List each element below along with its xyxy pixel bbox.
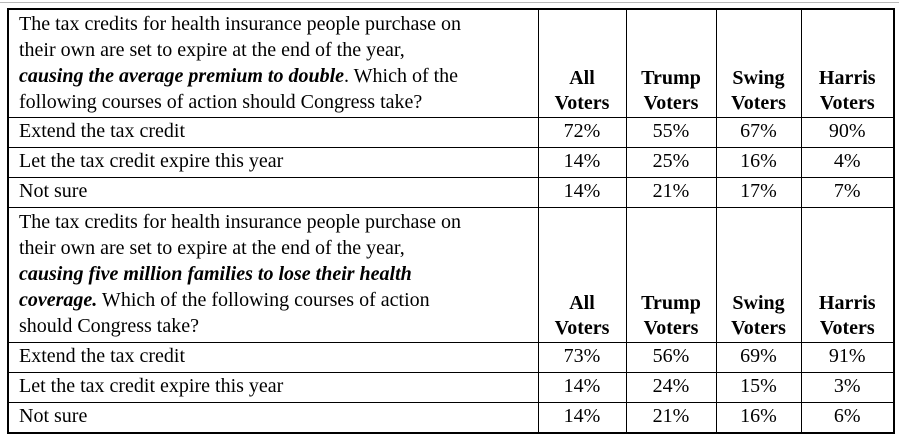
value-swing-voters: 16% (715, 147, 802, 178)
value-swing-voters: 16% (715, 402, 802, 433)
value-trump-voters: 55% (625, 117, 717, 148)
row-label: Not sure (7, 402, 539, 433)
section1-column-header-swing-voters: Swing Voters (715, 8, 802, 118)
question-emphasis-text: causing the average premium to double (19, 65, 344, 87)
value-harris-voters: 7% (800, 177, 895, 208)
question-text: should Congress take? (19, 315, 199, 337)
table-row-extend-tax-credit-1: Extend the tax credit 72% 55% 67% 90% (7, 117, 895, 148)
question-emphasis-text: causing five million families to lose th… (19, 263, 412, 285)
section2-column-header-all-voters: All Voters (537, 207, 627, 343)
value-trump-voters: 21% (625, 402, 717, 433)
table-row-let-expire-2: Let the tax credit expire this year 14% … (7, 372, 895, 403)
table-row-let-expire-1: Let the tax credit expire this year 14% … (7, 147, 895, 178)
value-trump-voters: 24% (625, 372, 717, 403)
row-label: Not sure (7, 177, 539, 208)
poll-results-table: The tax credits for health insurance peo… (7, 8, 895, 434)
table-row-not-sure-1: Not sure 14% 21% 17% 7% (7, 177, 895, 208)
value-all-voters: 14% (537, 402, 627, 433)
value-trump-voters: 56% (625, 342, 717, 373)
value-all-voters: 14% (537, 147, 627, 178)
question-text: The tax credits for health insurance peo… (19, 13, 462, 35)
value-harris-voters: 4% (800, 147, 895, 178)
question-text: Which of the following courses of action (97, 289, 430, 311)
question-text: their own are set to expire at the end o… (19, 39, 405, 61)
section2-column-header-harris-voters: Harris Voters (800, 207, 895, 343)
section1-column-header-all-voters: All Voters (537, 8, 627, 118)
section1-column-header-harris-voters: Harris Voters (800, 8, 895, 118)
row-label: Extend the tax credit (7, 342, 539, 373)
value-trump-voters: 25% (625, 147, 717, 178)
section1-question-cell: The tax credits for health insurance peo… (7, 8, 539, 118)
value-swing-voters: 17% (715, 177, 802, 208)
value-all-voters: 73% (537, 342, 627, 373)
question-text: following courses of action should Congr… (19, 91, 423, 113)
question-text: . Which of the (344, 65, 459, 87)
value-harris-voters: 6% (800, 402, 895, 433)
section2-column-header-trump-voters: Trump Voters (625, 207, 717, 343)
section2-question-cell: The tax credits for health insurance peo… (7, 207, 539, 343)
question-text: The tax credits for health insurance peo… (19, 211, 462, 233)
value-all-voters: 14% (537, 177, 627, 208)
row-label: Let the tax credit expire this year (7, 372, 539, 403)
section1-header-row: The tax credits for health insurance peo… (7, 8, 895, 118)
row-label: Let the tax credit expire this year (7, 147, 539, 178)
value-harris-voters: 90% (800, 117, 895, 148)
section2-header-row: The tax credits for health insurance peo… (7, 207, 895, 343)
section1-column-header-trump-voters: Trump Voters (625, 8, 717, 118)
value-all-voters: 14% (537, 372, 627, 403)
value-swing-voters: 15% (715, 372, 802, 403)
value-swing-voters: 67% (715, 117, 802, 148)
row-label: Extend the tax credit (7, 117, 539, 148)
top-crop-line (0, 2, 899, 3)
question-text: their own are set to expire at the end o… (19, 237, 405, 259)
table-row-not-sure-2: Not sure 14% 21% 16% 6% (7, 402, 895, 433)
value-trump-voters: 21% (625, 177, 717, 208)
value-all-voters: 72% (537, 117, 627, 148)
value-harris-voters: 3% (800, 372, 895, 403)
table-row-extend-tax-credit-2: Extend the tax credit 73% 56% 69% 91% (7, 342, 895, 373)
value-swing-voters: 69% (715, 342, 802, 373)
section2-column-header-swing-voters: Swing Voters (715, 207, 802, 343)
question-emphasis-text: coverage. (19, 289, 98, 311)
value-harris-voters: 91% (800, 342, 895, 373)
